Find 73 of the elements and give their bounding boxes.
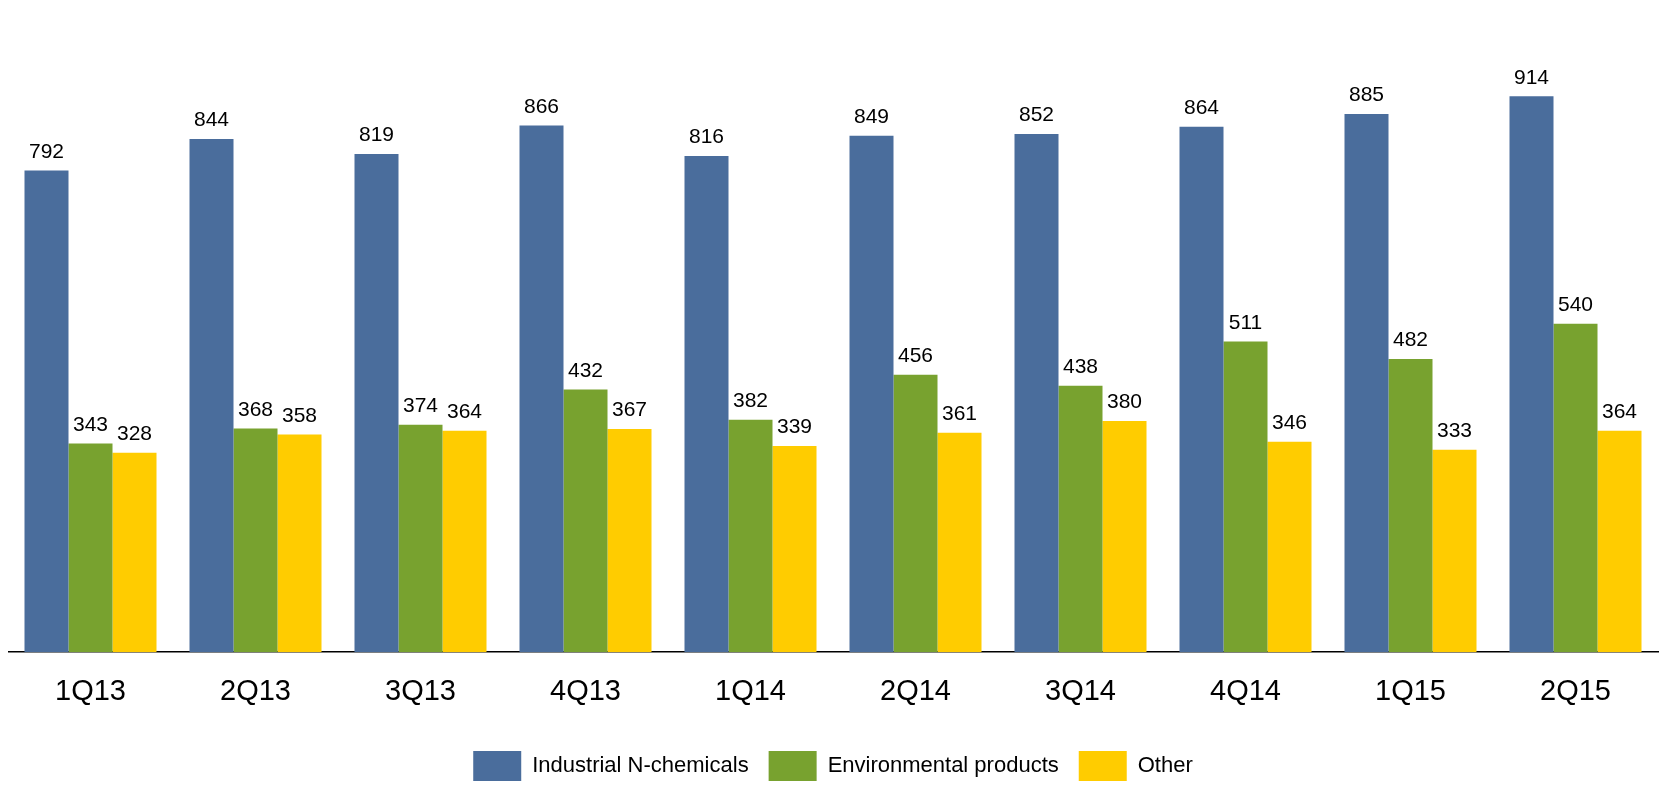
bar bbox=[684, 155, 729, 653]
x-tick-label: 1Q14 bbox=[715, 673, 786, 706]
data-label: 438 bbox=[1062, 354, 1099, 378]
bar bbox=[519, 125, 564, 653]
data-label: 456 bbox=[897, 343, 934, 367]
data-label: 849 bbox=[853, 104, 890, 128]
data-label: 852 bbox=[1018, 102, 1055, 126]
x-tick-label: 1Q15 bbox=[1375, 673, 1446, 706]
bar bbox=[442, 430, 487, 653]
bar bbox=[1432, 449, 1477, 653]
x-tick-label: 4Q13 bbox=[550, 673, 621, 706]
data-label: 540 bbox=[1557, 292, 1594, 316]
bar bbox=[772, 446, 817, 653]
data-label: 364 bbox=[1601, 399, 1638, 423]
data-label: 914 bbox=[1513, 64, 1550, 88]
bar bbox=[354, 154, 399, 653]
x-tick-label: 2Q15 bbox=[1540, 673, 1611, 706]
bar bbox=[1597, 430, 1642, 653]
data-label: 358 bbox=[281, 402, 318, 426]
data-label: 482 bbox=[1392, 327, 1429, 351]
x-tick-label: 3Q13 bbox=[385, 673, 456, 706]
bar bbox=[1179, 126, 1224, 653]
data-label: 866 bbox=[523, 93, 560, 117]
data-label: 380 bbox=[1106, 389, 1143, 413]
bar bbox=[1102, 421, 1147, 653]
data-label: 367 bbox=[611, 397, 648, 421]
x-tick-label: 2Q13 bbox=[220, 673, 291, 706]
data-label: 864 bbox=[1183, 95, 1220, 119]
data-label: 328 bbox=[116, 421, 153, 445]
bar bbox=[24, 170, 69, 653]
bar bbox=[1223, 341, 1268, 653]
bar bbox=[1058, 385, 1103, 653]
bar bbox=[1014, 134, 1059, 653]
bar bbox=[1344, 113, 1389, 653]
bar bbox=[563, 389, 608, 653]
data-label: 343 bbox=[72, 411, 109, 435]
legend-label: Other bbox=[1137, 752, 1193, 778]
bar bbox=[607, 428, 652, 653]
bar bbox=[112, 452, 157, 653]
bar bbox=[233, 428, 278, 653]
data-label: 511 bbox=[1228, 309, 1263, 333]
bar bbox=[1267, 441, 1312, 653]
data-label: 364 bbox=[446, 399, 483, 423]
data-label: 339 bbox=[776, 414, 813, 438]
data-label: 792 bbox=[28, 138, 65, 162]
legend-label: Environmental products bbox=[827, 752, 1059, 778]
data-label: 844 bbox=[193, 107, 230, 131]
bar bbox=[849, 135, 894, 653]
data-label: 885 bbox=[1348, 82, 1385, 106]
data-label: 432 bbox=[567, 357, 604, 381]
x-tick-label: 4Q14 bbox=[1210, 673, 1281, 706]
x-tick-label: 2Q14 bbox=[880, 673, 951, 706]
data-label: 361 bbox=[941, 400, 978, 424]
bar bbox=[68, 443, 113, 653]
data-label: 333 bbox=[1436, 417, 1473, 441]
bar bbox=[398, 424, 443, 653]
bar bbox=[1388, 359, 1433, 653]
data-label: 382 bbox=[732, 388, 769, 412]
bar bbox=[277, 434, 322, 653]
data-label: 374 bbox=[402, 393, 439, 417]
bar bbox=[893, 374, 938, 653]
bar bbox=[1553, 323, 1598, 653]
bar bbox=[937, 432, 982, 653]
bar bbox=[728, 419, 773, 653]
legend-label: Industrial N-chemicals bbox=[532, 752, 749, 778]
data-label: 346 bbox=[1271, 410, 1308, 434]
data-label: 819 bbox=[358, 122, 395, 146]
data-label: 368 bbox=[237, 396, 274, 420]
x-tick-label: 3Q14 bbox=[1045, 673, 1116, 706]
bar bbox=[1509, 96, 1554, 653]
data-label: 816 bbox=[688, 124, 725, 148]
x-tick-label: 1Q13 bbox=[55, 673, 126, 706]
bar bbox=[189, 138, 234, 653]
